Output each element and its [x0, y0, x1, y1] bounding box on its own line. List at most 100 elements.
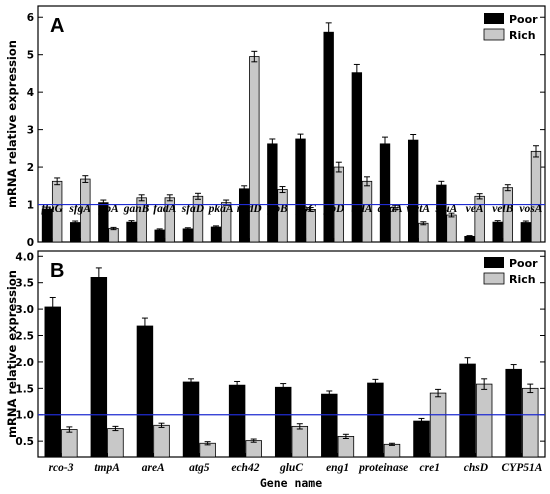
y-tick-label: 3 [27, 125, 34, 137]
legend-rich-swatch [483, 28, 505, 41]
y-tick-label: 5 [27, 50, 34, 62]
y-tick-label: 2.0 [15, 357, 34, 369]
legend-poor-swatch [484, 13, 504, 24]
category-label: vosA [519, 203, 542, 215]
bar-poor [238, 188, 250, 243]
bar-poor [295, 138, 306, 243]
bar-poor [459, 363, 476, 458]
category-label: sfaD [181, 203, 205, 215]
category-label: nsdD [237, 203, 263, 215]
panel-a-frame [37, 5, 546, 243]
category-label: veA [466, 203, 484, 215]
legend-rich-swatch [483, 272, 505, 285]
y-tick-label: 2 [27, 162, 34, 174]
category-label: flbD [323, 203, 345, 215]
bar-rich [429, 392, 447, 458]
y-tick-label: 1.5 [15, 383, 34, 395]
panel-a-legend: Poor Rich [483, 13, 538, 42]
bar-poor [210, 226, 222, 243]
bar-rich [245, 440, 262, 458]
bar-rich [418, 222, 429, 243]
bar-poor [182, 381, 200, 458]
category-label: ganB [123, 203, 150, 215]
category-label: fluG [41, 203, 63, 215]
legend-poor-swatch [484, 257, 504, 268]
bar-poor [274, 386, 292, 458]
bar-poor [413, 420, 430, 458]
category-label: stuA [435, 203, 458, 215]
panel-b-legend: Poor Rich [483, 257, 538, 286]
y-tick-label: 1 [27, 200, 34, 212]
bar-poor [367, 382, 384, 458]
category-label: sfgA [68, 203, 91, 215]
bar-poor [351, 72, 363, 243]
panel-a-plot-area: 0 1 2 3 4 5 6 fluG sfgA flbA ganB fadA sfaD pkaA nsdD f… [27, 12, 545, 249]
bar-poor [228, 384, 246, 458]
y-tick-label: 0 [27, 237, 34, 249]
x-axis-label: Gene name [260, 476, 322, 490]
bar-poor [69, 222, 81, 243]
bar-rich [291, 425, 309, 458]
panel-b: 0.5 1.0 1.5 2.0 2.5 3.0 3.5 4.0 rco-3 tmpA areA atg… [15, 250, 546, 474]
category-label: gluC [279, 462, 303, 474]
panel-a-letter: A [50, 15, 64, 37]
bar-poor [90, 277, 108, 458]
category-label: eng1 [326, 462, 349, 474]
bar-rich [475, 383, 493, 458]
y-axis-label: mRNA relative expression [5, 270, 19, 438]
category-label: chsD [464, 462, 489, 474]
bar-rich [107, 428, 124, 458]
bar-rich [530, 150, 542, 243]
panel-a: 0 1 2 3 4 5 6 fluG sfgA flbA ganB fadA sfaD pkaA nsdD f… [27, 5, 546, 249]
y-tick-label: 3.5 [15, 278, 34, 290]
category-label: abaA [378, 203, 403, 215]
category-label: velB [492, 203, 513, 215]
bar-poor [321, 393, 338, 458]
category-label: flbB [267, 203, 288, 215]
bar-poor [126, 221, 137, 243]
y-tick-label: 1.0 [15, 410, 34, 422]
bar-poor [136, 325, 154, 458]
bar-rich [108, 228, 119, 243]
category-label: CYP51A [502, 462, 543, 474]
legend-rich-label: Rich [509, 273, 536, 286]
category-label: atg5 [189, 462, 210, 474]
legend-rich-label: Rich [509, 29, 536, 42]
category-label: fadA [153, 203, 176, 215]
category-label: areA [142, 462, 165, 474]
bar-rich [522, 387, 539, 458]
y-tick-label: 4 [27, 87, 34, 99]
bar-poor [182, 228, 194, 243]
bar-rich [153, 424, 170, 458]
category-label: ech42 [231, 462, 259, 474]
bar-rich [383, 443, 401, 458]
bar-poor [379, 143, 391, 243]
bar-poor [154, 229, 165, 243]
y-tick-label: 6 [27, 12, 34, 24]
panel-b-letter: B [50, 260, 64, 282]
bar-rich [337, 435, 355, 458]
category-label: brlA [351, 203, 372, 215]
category-label: tmpA [94, 462, 120, 474]
panel-b-plot-area: 0.5 1.0 1.5 2.0 2.5 3.0 3.5 4.0 rco-3 tmpA areA atg… [15, 251, 545, 474]
category-label: rco-3 [49, 462, 74, 474]
category-label: wetA [406, 203, 430, 215]
category-label: cre1 [420, 462, 440, 474]
legend-poor-label: Poor [509, 13, 538, 26]
bar-rich [277, 189, 288, 243]
bar-poor [267, 143, 278, 243]
bar-poor [44, 306, 61, 458]
bar-poor [505, 368, 522, 458]
bar-poor [407, 139, 419, 243]
y-tick-label: 2.5 [15, 331, 34, 343]
bar-rich [446, 214, 457, 243]
category-label: flbA [98, 203, 119, 215]
legend-poor-label: Poor [509, 257, 538, 270]
bar-poor [520, 222, 532, 243]
category-label: pkaA [208, 203, 234, 215]
y-axis-label: mRNA relative expression [5, 40, 19, 208]
y-tick-label: 3.0 [15, 304, 34, 316]
y-tick-label: 0.5 [15, 436, 34, 448]
y-tick-label: 4.0 [15, 251, 34, 263]
